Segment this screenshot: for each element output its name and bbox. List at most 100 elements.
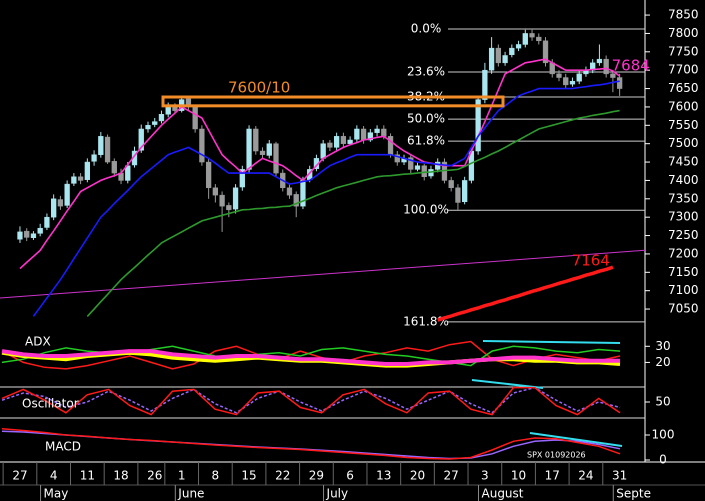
y-tick-label: 100 <box>652 428 675 442</box>
candle-body <box>98 136 104 155</box>
panel-title: Oscillator <box>22 397 79 411</box>
candle-body <box>192 106 198 130</box>
candle-body <box>408 157 414 170</box>
candle-body <box>529 33 535 38</box>
resistance-zone-label: 7600/10 <box>228 79 290 97</box>
candle-body <box>414 165 421 170</box>
candle-body <box>576 73 582 82</box>
month-label: June <box>177 487 204 501</box>
candle-body <box>603 58 609 75</box>
panel-title: ADX <box>25 335 51 349</box>
candle-body <box>610 73 616 78</box>
panel-note: SPX 01092026 <box>527 451 586 460</box>
candle-body <box>212 187 219 196</box>
fib-level-label: 161.8% <box>403 314 449 328</box>
candle-body <box>37 227 43 234</box>
candle-body <box>542 40 549 64</box>
y-tick-label: 7300 <box>668 210 699 224</box>
x-tick-label: 31 <box>612 469 627 483</box>
candle-body <box>616 77 623 89</box>
series-label: 7164 <box>572 252 610 270</box>
x-tick-label: 6 <box>346 469 354 483</box>
candle-body <box>374 128 380 133</box>
candle-body <box>253 128 259 152</box>
candle-body <box>246 128 252 170</box>
y-tick-label: 7800 <box>668 26 699 40</box>
moving-average-line <box>437 265 614 322</box>
candle-body <box>448 180 454 189</box>
candle-body <box>435 161 441 170</box>
x-tick-label: 8 <box>212 469 220 483</box>
x-tick-label: 11 <box>80 469 95 483</box>
candle-body <box>367 132 373 141</box>
candle-body <box>596 58 603 64</box>
series-label: 7684 <box>612 57 650 75</box>
candle-body <box>475 99 481 152</box>
candle-body <box>320 143 326 159</box>
y-tick-label: 7850 <box>668 8 699 22</box>
candle-body <box>232 187 239 210</box>
y-tick-label: 7700 <box>668 63 699 77</box>
x-tick-label: 22 <box>275 469 290 483</box>
candle-body <box>515 44 522 49</box>
candle-body <box>165 106 171 115</box>
adx-trend-line <box>482 340 621 344</box>
resistance-zone <box>161 95 505 108</box>
month-label: July <box>326 487 349 501</box>
fib-level-label: 50.0% <box>407 112 445 126</box>
candle-body <box>354 128 360 140</box>
x-tick-label: 17 <box>545 469 560 483</box>
x-tick-label: 3 <box>481 469 489 483</box>
candle-body <box>77 176 84 181</box>
candle-body <box>482 69 488 100</box>
candle-body <box>111 161 117 174</box>
month-label: August <box>482 487 524 501</box>
candle-body <box>138 128 144 151</box>
y-tick-label: 20 <box>655 355 670 369</box>
candle-body <box>24 230 30 238</box>
x-tick-label: 27 <box>12 469 27 483</box>
candle-body <box>51 198 57 218</box>
candle-body <box>394 154 400 163</box>
candle-body <box>286 187 293 196</box>
candle-body <box>219 194 225 207</box>
y-tick-label: 50 <box>655 395 670 409</box>
candle-body <box>57 199 64 207</box>
x-tick-label: 26 <box>147 469 162 483</box>
y-tick-label: 7650 <box>668 81 699 95</box>
fib-level-label: 100.0% <box>403 203 449 217</box>
candle-body <box>488 47 495 71</box>
candle-body <box>556 73 562 78</box>
candle-body <box>259 150 266 155</box>
candle-body <box>145 125 151 130</box>
x-tick-label: 29 <box>309 469 324 483</box>
candle-body <box>509 47 515 56</box>
fib-level-label: 61.8% <box>407 134 445 148</box>
indicator-line <box>1 386 621 416</box>
macd-trend-line <box>529 432 623 447</box>
candle-body <box>199 128 205 163</box>
candle-body <box>462 180 468 202</box>
y-tick-label: 0 <box>659 453 667 467</box>
candle-body <box>205 161 212 189</box>
candle-body <box>293 194 299 207</box>
candle-body <box>536 36 542 42</box>
y-tick-label: 7350 <box>668 191 699 205</box>
y-tick-label: 7150 <box>668 265 699 279</box>
y-tick-label: 7100 <box>668 283 699 297</box>
candle-body <box>91 154 97 162</box>
candle-body <box>104 136 111 163</box>
y-tick-label: 7050 <box>668 302 699 316</box>
candle-body <box>421 165 427 178</box>
x-tick-label: 24 <box>578 469 593 483</box>
moving-average-line <box>86 109 620 317</box>
panel-title: MACD <box>45 440 81 454</box>
indicator-line <box>1 428 621 460</box>
moving-average-line <box>19 58 621 270</box>
x-tick-label: 20 <box>410 469 425 483</box>
y-tick-label: 30 <box>655 339 670 353</box>
candle-body <box>347 139 353 144</box>
indicator-line <box>1 386 621 414</box>
